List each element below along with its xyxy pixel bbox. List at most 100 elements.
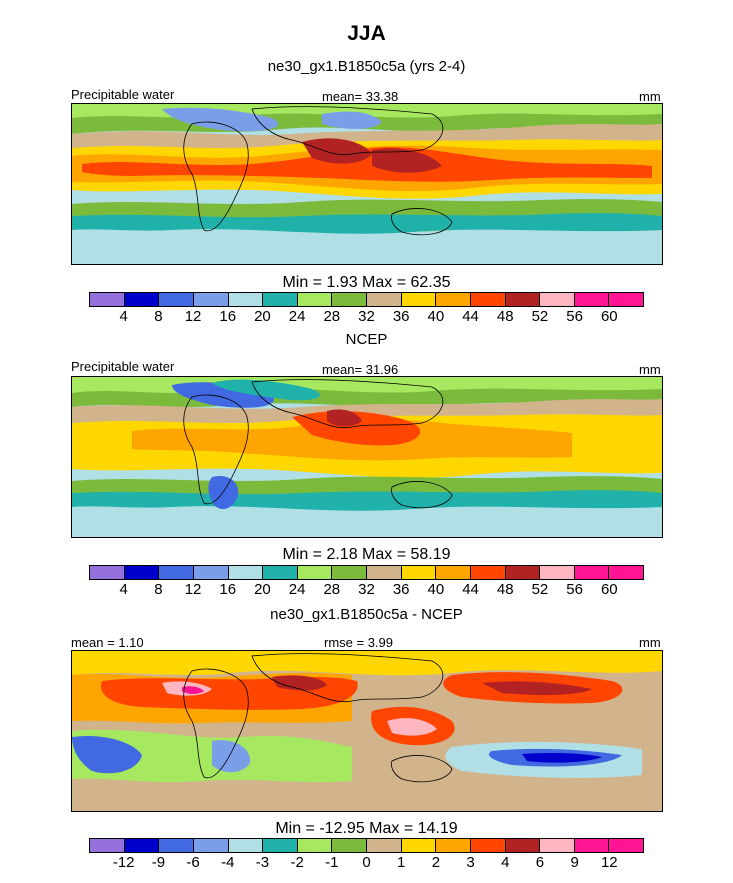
colorbar-box xyxy=(470,566,506,579)
panel-2-right-label: mm xyxy=(639,362,661,377)
colorbar-box xyxy=(540,293,575,306)
panel-3-title: ne30_gx1.B1850c5a - NCEP xyxy=(270,606,463,623)
colorbar-box xyxy=(124,839,160,852)
colorbar-box xyxy=(159,839,194,852)
colorbar-box xyxy=(505,566,541,579)
colorbar-tick: -12 xyxy=(112,854,135,871)
colorbar-tick: 4 xyxy=(501,854,510,871)
colorbar-tick: 16 xyxy=(219,308,237,325)
panel-3-left-label: mean = 1.10 xyxy=(71,635,144,650)
colorbar-tick: 60 xyxy=(600,581,618,598)
panel-1-title: ne30_gx1.B1850c5a (yrs 2-4) xyxy=(267,58,466,75)
colorbar-box xyxy=(263,566,298,579)
panel-2-minmax: Min = 2.18 Max = 58.19 xyxy=(282,546,451,563)
colorbar-box xyxy=(90,293,125,306)
colorbar-box xyxy=(124,293,160,306)
colorbar-tick: -6 xyxy=(186,854,200,871)
colorbar-box xyxy=(297,839,333,852)
colorbar-box xyxy=(470,293,506,306)
panel-3-minmax: Min = -12.95 Max = 14.19 xyxy=(275,820,458,837)
colorbar-tick: 52 xyxy=(531,308,549,325)
asia-coastline xyxy=(251,653,444,703)
panel-3-map xyxy=(71,650,663,812)
colorbar-tick: -1 xyxy=(325,854,339,871)
africa-coastline xyxy=(183,394,249,505)
colorbar-box xyxy=(332,293,367,306)
arabia-dark-red xyxy=(272,675,327,691)
colorbar-box xyxy=(609,566,643,579)
colorbar-tick: 44 xyxy=(462,308,479,325)
colorbar-tick: 28 xyxy=(323,581,341,598)
pacific-dark-red-core xyxy=(482,681,592,696)
colorbar-tick: 0 xyxy=(362,854,371,871)
colorbar-tick: 20 xyxy=(254,581,271,598)
bg-field xyxy=(72,651,662,811)
colorbar-tick: 12 xyxy=(184,581,202,598)
panel-1-minmax: Min = 1.93 Max = 62.35 xyxy=(282,274,451,291)
colorbar-tick: 12 xyxy=(184,308,202,325)
colorbar-box xyxy=(540,839,575,852)
panel-2-field xyxy=(72,377,662,537)
colorbar-tick: 40 xyxy=(427,581,445,598)
colorbar-tick: 48 xyxy=(496,581,514,598)
colorbar-box xyxy=(401,566,437,579)
asia-coastline xyxy=(251,106,444,156)
colorbar-tick: 36 xyxy=(392,308,410,325)
colorbar-box xyxy=(263,839,298,852)
colorbar-box xyxy=(436,839,471,852)
colorbar-tick: 3 xyxy=(466,854,475,871)
red-core xyxy=(292,411,421,446)
panel-3-field xyxy=(72,651,662,811)
panel-1-left-label: Precipitable water xyxy=(71,87,175,102)
colorbar-box xyxy=(159,566,194,579)
colorbar-tick: 4 xyxy=(119,581,128,598)
colorbar-box xyxy=(367,839,402,852)
colorbar-tick: 28 xyxy=(323,308,341,325)
panel-2-colorbar xyxy=(89,565,644,580)
colorbar-box xyxy=(124,566,160,579)
colorbar-tick: 48 xyxy=(496,308,514,325)
colorbar-box xyxy=(159,293,194,306)
colorbar-tick: 36 xyxy=(392,581,410,598)
colorbar-box xyxy=(228,839,264,852)
colorbar-tick: 56 xyxy=(566,581,583,598)
panel-1-field xyxy=(72,104,662,264)
colorbar-box xyxy=(90,839,125,852)
colorbar-box xyxy=(505,293,541,306)
colorbar-box xyxy=(470,839,506,852)
colorbar-box xyxy=(193,839,229,852)
colorbar-tick: 20 xyxy=(254,308,271,325)
panel-2-map xyxy=(71,376,663,538)
colorbar-box xyxy=(367,293,402,306)
colorbar-box xyxy=(332,839,367,852)
colorbar-box xyxy=(332,566,367,579)
colorbar-tick: -4 xyxy=(221,854,235,871)
south-teal-band xyxy=(72,213,662,234)
panel-2-title: NCEP xyxy=(345,331,388,348)
panel-3-center-label: rmse = 3.99 xyxy=(324,635,394,650)
australia-coastline xyxy=(391,208,453,236)
south-america-blue-region xyxy=(72,735,142,774)
panel-1-colorbar-ticks: 4 8 12 16 20 24 28 32 36 40 44 48 52 56 … xyxy=(89,308,644,326)
colorbar-tick: 44 xyxy=(462,581,479,598)
panel-2-left-label: Precipitable water xyxy=(71,359,175,374)
north-yellow-band xyxy=(72,651,662,676)
colorbar-box xyxy=(574,293,610,306)
africa-blue-region xyxy=(212,740,251,773)
colorbar-tick: 56 xyxy=(566,308,583,325)
colorbar-tick: -9 xyxy=(151,854,166,871)
colorbar-tick: 6 xyxy=(535,854,545,871)
colorbar-tick: -3 xyxy=(255,854,270,871)
colorbar-box xyxy=(609,293,643,306)
colorbar-box xyxy=(193,566,229,579)
colorbar-box xyxy=(228,293,264,306)
australia-coastline xyxy=(391,755,453,783)
colorbar-box xyxy=(228,566,264,579)
panel-2-center-label: mean= 31.96 xyxy=(322,362,399,377)
maritime-pink-core xyxy=(387,718,437,736)
colorbar-tick: 4 xyxy=(119,308,128,325)
pacific-dark-blue-core xyxy=(522,753,602,763)
panel-3-colorbar xyxy=(89,838,644,853)
colorbar-tick: 24 xyxy=(288,581,306,598)
maritime-moist-core xyxy=(372,148,442,173)
